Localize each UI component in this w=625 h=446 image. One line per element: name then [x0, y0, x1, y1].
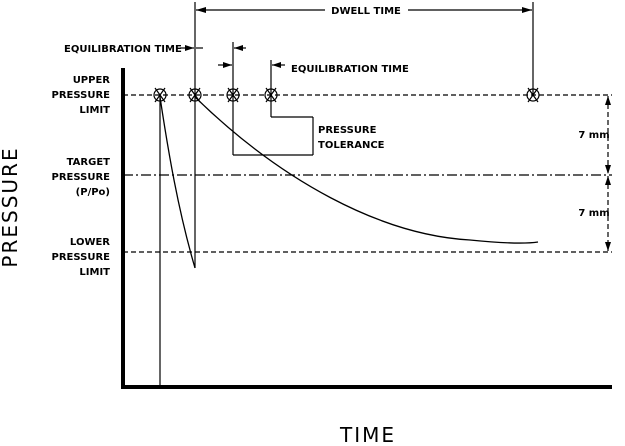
- equilibration-time-left-label: EQUILIBRATION TIME: [64, 44, 182, 55]
- gap-target-lower-label: 7 mm: [578, 208, 609, 219]
- dim-arrow-lower-bottom: [605, 242, 611, 251]
- pressure-tolerance-label-2: TOLERANCE: [318, 140, 385, 151]
- fast-decay-curve: [159, 96, 196, 269]
- dwell-arrow-right: [522, 7, 532, 13]
- target-pressure-label-2: PRESSURE: [52, 172, 111, 183]
- target-pressure-label-1: TARGET: [67, 157, 111, 168]
- lower-limit-label-3: LIMIT: [79, 267, 110, 278]
- equilibration-time-right-label: EQUILIBRATION TIME: [291, 64, 409, 75]
- marker-5: [526, 87, 540, 103]
- upper-limit-label-1: UPPER: [73, 75, 111, 86]
- equilibration-left-arrow: [185, 45, 194, 51]
- upper-limit-label-3: LIMIT: [79, 105, 110, 116]
- dim-arrow-lower-top: [605, 176, 611, 185]
- dim-arrow-upper-top: [605, 96, 611, 105]
- lower-limit-label-2: PRESSURE: [52, 252, 111, 263]
- pressure-tolerance-label-1: PRESSURE: [318, 125, 377, 136]
- marker-1: [153, 87, 167, 103]
- gap-upper-target-label: 7 mm: [578, 130, 609, 141]
- marker-3: [226, 87, 240, 103]
- lower-limit-label-1: LOWER: [70, 237, 110, 248]
- marker-2: [188, 87, 202, 103]
- dwell-arrow-left: [196, 7, 206, 13]
- slow-decay-curve: [194, 96, 539, 244]
- target-pressure-label-3: (P/Po): [76, 187, 110, 198]
- dim-arrow-upper-bottom: [605, 165, 611, 174]
- dwell-time-label: DWELL TIME: [331, 6, 401, 17]
- x-axis-title: TIME: [339, 423, 396, 446]
- marker-4: [264, 87, 278, 103]
- upper-limit-label-2: PRESSURE: [52, 90, 111, 101]
- equilibration-a-arrow: [234, 45, 243, 51]
- equilibration-b-arrow: [272, 62, 281, 68]
- equilibration-a-arrow-right: [223, 62, 232, 68]
- y-axis-title: PRESSURE: [0, 146, 22, 267]
